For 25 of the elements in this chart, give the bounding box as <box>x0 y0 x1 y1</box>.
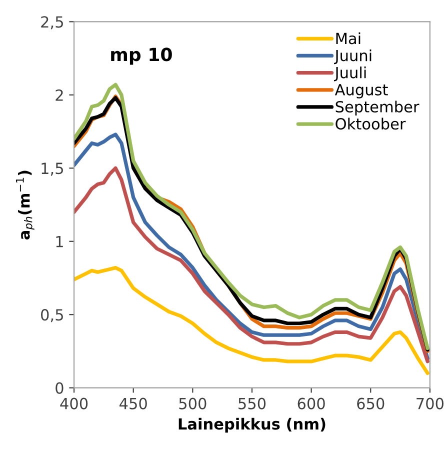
x-tick-label: 450 <box>120 398 147 410</box>
y-tick-label: 0 <box>56 382 64 394</box>
x-tick-label: 400 <box>60 398 88 410</box>
legend-label: Juuni <box>334 49 372 64</box>
x-tick-label: 600 <box>298 398 325 410</box>
y-tick-label: 0,5 <box>41 309 63 322</box>
y-tick-label: 1,5 <box>42 162 63 176</box>
y-tick-label: 1 <box>56 236 63 248</box>
x-axis-title: Lainepikkus (nm) <box>178 418 326 433</box>
x-tick-label: 650 <box>357 398 384 410</box>
legend-label: August <box>334 84 388 98</box>
line-series <box>74 266 430 375</box>
x-tick-label: 700 <box>416 398 444 410</box>
x-tick-label: 500 <box>179 398 206 410</box>
y-tick-label: 2,5 <box>41 16 63 30</box>
x-tick-label: 550 <box>238 398 266 410</box>
legend-label: September <box>336 100 420 116</box>
y-tick-label: 2 <box>56 89 63 101</box>
annotation: mp 10 <box>111 48 172 65</box>
legend-label: Juuli <box>334 66 366 82</box>
legend-label: Mai <box>336 32 360 44</box>
line-series <box>74 166 430 364</box>
legend-label: Oktoober <box>336 118 406 130</box>
line-series <box>74 132 430 360</box>
y-axis-title: a$_{ph}$(m$^{−1}$) <box>16 170 34 240</box>
